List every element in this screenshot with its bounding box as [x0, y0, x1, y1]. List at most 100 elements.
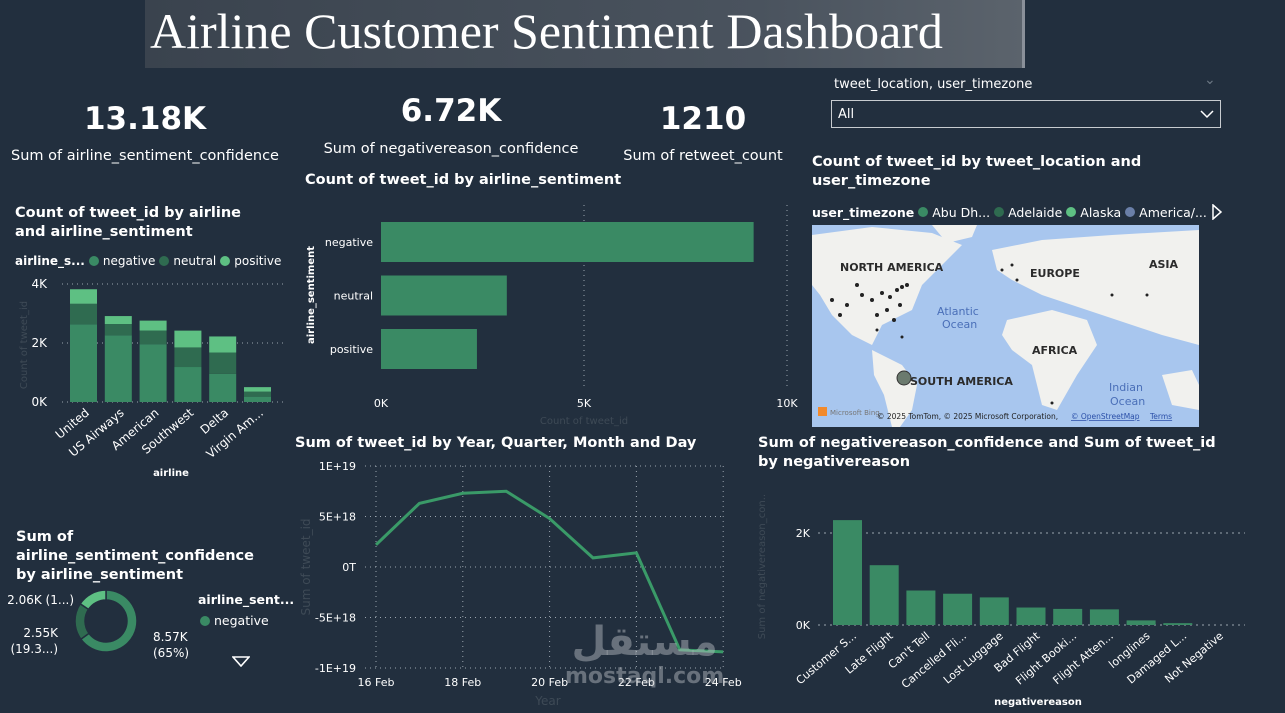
bar-segment-positive	[139, 320, 167, 331]
x-axis-label: airline	[153, 468, 189, 479]
bar	[1053, 608, 1083, 625]
slicer-label: tweet_location, user_timezone	[834, 77, 1033, 92]
bar-segment-positive	[244, 387, 271, 392]
map-label: Ocean	[942, 318, 977, 331]
x-tick-label: Customer S...	[794, 629, 859, 687]
slicer-dropdown[interactable]: All	[831, 100, 1221, 128]
world-map[interactable]: NORTH AMERICA EUROPE ASIA AFRICA SOUTH A…	[812, 225, 1199, 427]
legend-scroll-down-icon[interactable]	[232, 656, 250, 667]
bar-segment-negative	[104, 335, 132, 402]
donut-legend-item[interactable]: negative	[200, 613, 269, 628]
legend-dot-icon	[918, 207, 929, 217]
map-attribution: © 2025 TomTom, © 2025 Microsoft Corporat…	[877, 412, 1058, 421]
slicer-collapse-chevron-icon[interactable]: ⌄	[1204, 72, 1216, 88]
data-label: (65%)	[153, 646, 189, 660]
x-tick-label: Cancelled Fli...	[899, 629, 969, 691]
y-tick-label: 5E+18	[319, 511, 356, 524]
bar-segment-positive	[70, 289, 97, 304]
y-axis-label: Sum of tweet_id	[299, 518, 313, 615]
kpi-negreason-confidence-value: 6.72K	[400, 93, 502, 129]
line-chart-title: Sum of tweet_id by Year, Quarter, Month …	[295, 435, 697, 451]
legend-dot-icon	[159, 256, 170, 266]
legend-item[interactable]: Adelaide	[1008, 204, 1063, 220]
watermark-latin: mostaql.com	[565, 664, 725, 689]
legend-dot-icon	[220, 256, 231, 266]
y-tick-label: -5E+18	[315, 612, 356, 625]
bar	[1163, 623, 1193, 625]
data-label: 2.06K (1...)	[7, 593, 74, 607]
legend-next-arrow-icon[interactable]	[1211, 204, 1223, 220]
dashboard-title-banner: Airline Customer Sentiment Dashboard	[145, 0, 1025, 68]
x-tick-label: 20 Feb	[531, 676, 568, 689]
legend-negative[interactable]: negative	[102, 254, 156, 268]
bar	[906, 590, 936, 625]
y-axis-label: Sum of negativereason_con...	[757, 495, 768, 639]
chevron-down-icon	[1200, 110, 1214, 119]
bar	[869, 565, 899, 625]
legend-title: airline_sent...	[198, 592, 295, 607]
data-label: 2.55K	[23, 626, 59, 640]
donut-slice-positive	[79, 590, 107, 611]
bar-segment-positive	[209, 336, 237, 353]
watermark: مستقل mostaql.com	[565, 620, 724, 690]
y-tick-label: 1E+19	[319, 460, 356, 473]
map-label: Indian	[1109, 381, 1143, 394]
legend-neutral[interactable]: neutral	[173, 254, 217, 268]
legend-item[interactable]: Abu Dh...	[932, 204, 991, 220]
y-tick-label: 2K	[31, 336, 48, 350]
donut-legend-title-wrap: airline_sent...	[198, 592, 294, 607]
map-label: EUROPE	[1030, 267, 1080, 280]
bar-segment-negative	[209, 373, 237, 402]
bar	[943, 593, 973, 625]
bar-segment-neutral	[174, 347, 202, 368]
x-tick-label: 24 Feb	[705, 676, 742, 689]
legend-item[interactable]: America/...	[1139, 204, 1207, 220]
x-axis-label: Year	[534, 694, 560, 708]
x-axis-label: negativereason	[994, 697, 1082, 708]
sentiment-bar-chart: 0K 5K 10K negative neutral positive airline_se…	[306, 205, 798, 427]
bar-segment-neutral	[70, 303, 97, 325]
x-tick-label: 10K	[776, 397, 798, 410]
y-tick-label: negative	[325, 236, 373, 249]
bar-segment-negative	[70, 324, 97, 402]
y-axis-label: Count of tweet_id	[19, 301, 30, 389]
legend-title: user_timezone	[812, 204, 915, 220]
terms-link[interactable]: Terms	[1149, 412, 1172, 421]
hbar-chart-title: Count of tweet_id by airline_sentiment	[305, 172, 622, 188]
negreason-chart-title: Sum of negativereason_confidence and Sum…	[758, 435, 1216, 470]
bar	[1126, 620, 1156, 625]
stacked-chart-title: Count of tweet_id by airline and airline…	[15, 205, 242, 240]
y-tick-label: 0K	[796, 619, 811, 632]
y-tick-label: -1E+19	[315, 662, 356, 675]
legend-dot-icon	[200, 615, 210, 626]
y-axis-label: airline_sentiment	[306, 246, 317, 344]
bar-segment-neutral	[244, 391, 271, 397]
legend-dot-icon	[1125, 207, 1136, 217]
map-label: NORTH AMERICA	[840, 261, 944, 274]
y-tick-label: 0T	[342, 561, 356, 574]
bar-neutral	[381, 275, 507, 316]
kpi-sentiment-confidence-label: Sum of airline_sentiment_confidence	[11, 148, 279, 164]
map-label: Ocean	[1110, 395, 1145, 408]
map-label: ASIA	[1149, 258, 1179, 271]
bar-segment-neutral	[209, 352, 237, 374]
x-tick-label: 16 Feb	[358, 676, 395, 689]
x-tick-label: 22 Feb	[618, 676, 655, 689]
x-axis-label: Count of tweet_id	[540, 416, 628, 427]
bar-segment-neutral	[139, 330, 167, 345]
bar-segment-positive	[174, 330, 202, 348]
map-label: AFRICA	[1032, 344, 1078, 357]
x-tick-label: 5K	[577, 397, 592, 410]
legend-title: airline_s...	[15, 254, 85, 268]
dashboard-title: Airline Customer Sentiment Dashboard	[150, 3, 943, 59]
legend-positive[interactable]: positive	[234, 254, 282, 268]
legend-dot-icon	[994, 207, 1005, 217]
legend-item[interactable]: Alaska	[1080, 204, 1122, 220]
osm-link[interactable]: © OpenStreetMap	[1071, 412, 1140, 421]
map-label: SOUTH AMERICA	[910, 375, 1013, 388]
y-tick-label: 2K	[796, 527, 811, 540]
bar-segment-positive	[104, 316, 132, 325]
slicer-value: All	[838, 107, 855, 122]
